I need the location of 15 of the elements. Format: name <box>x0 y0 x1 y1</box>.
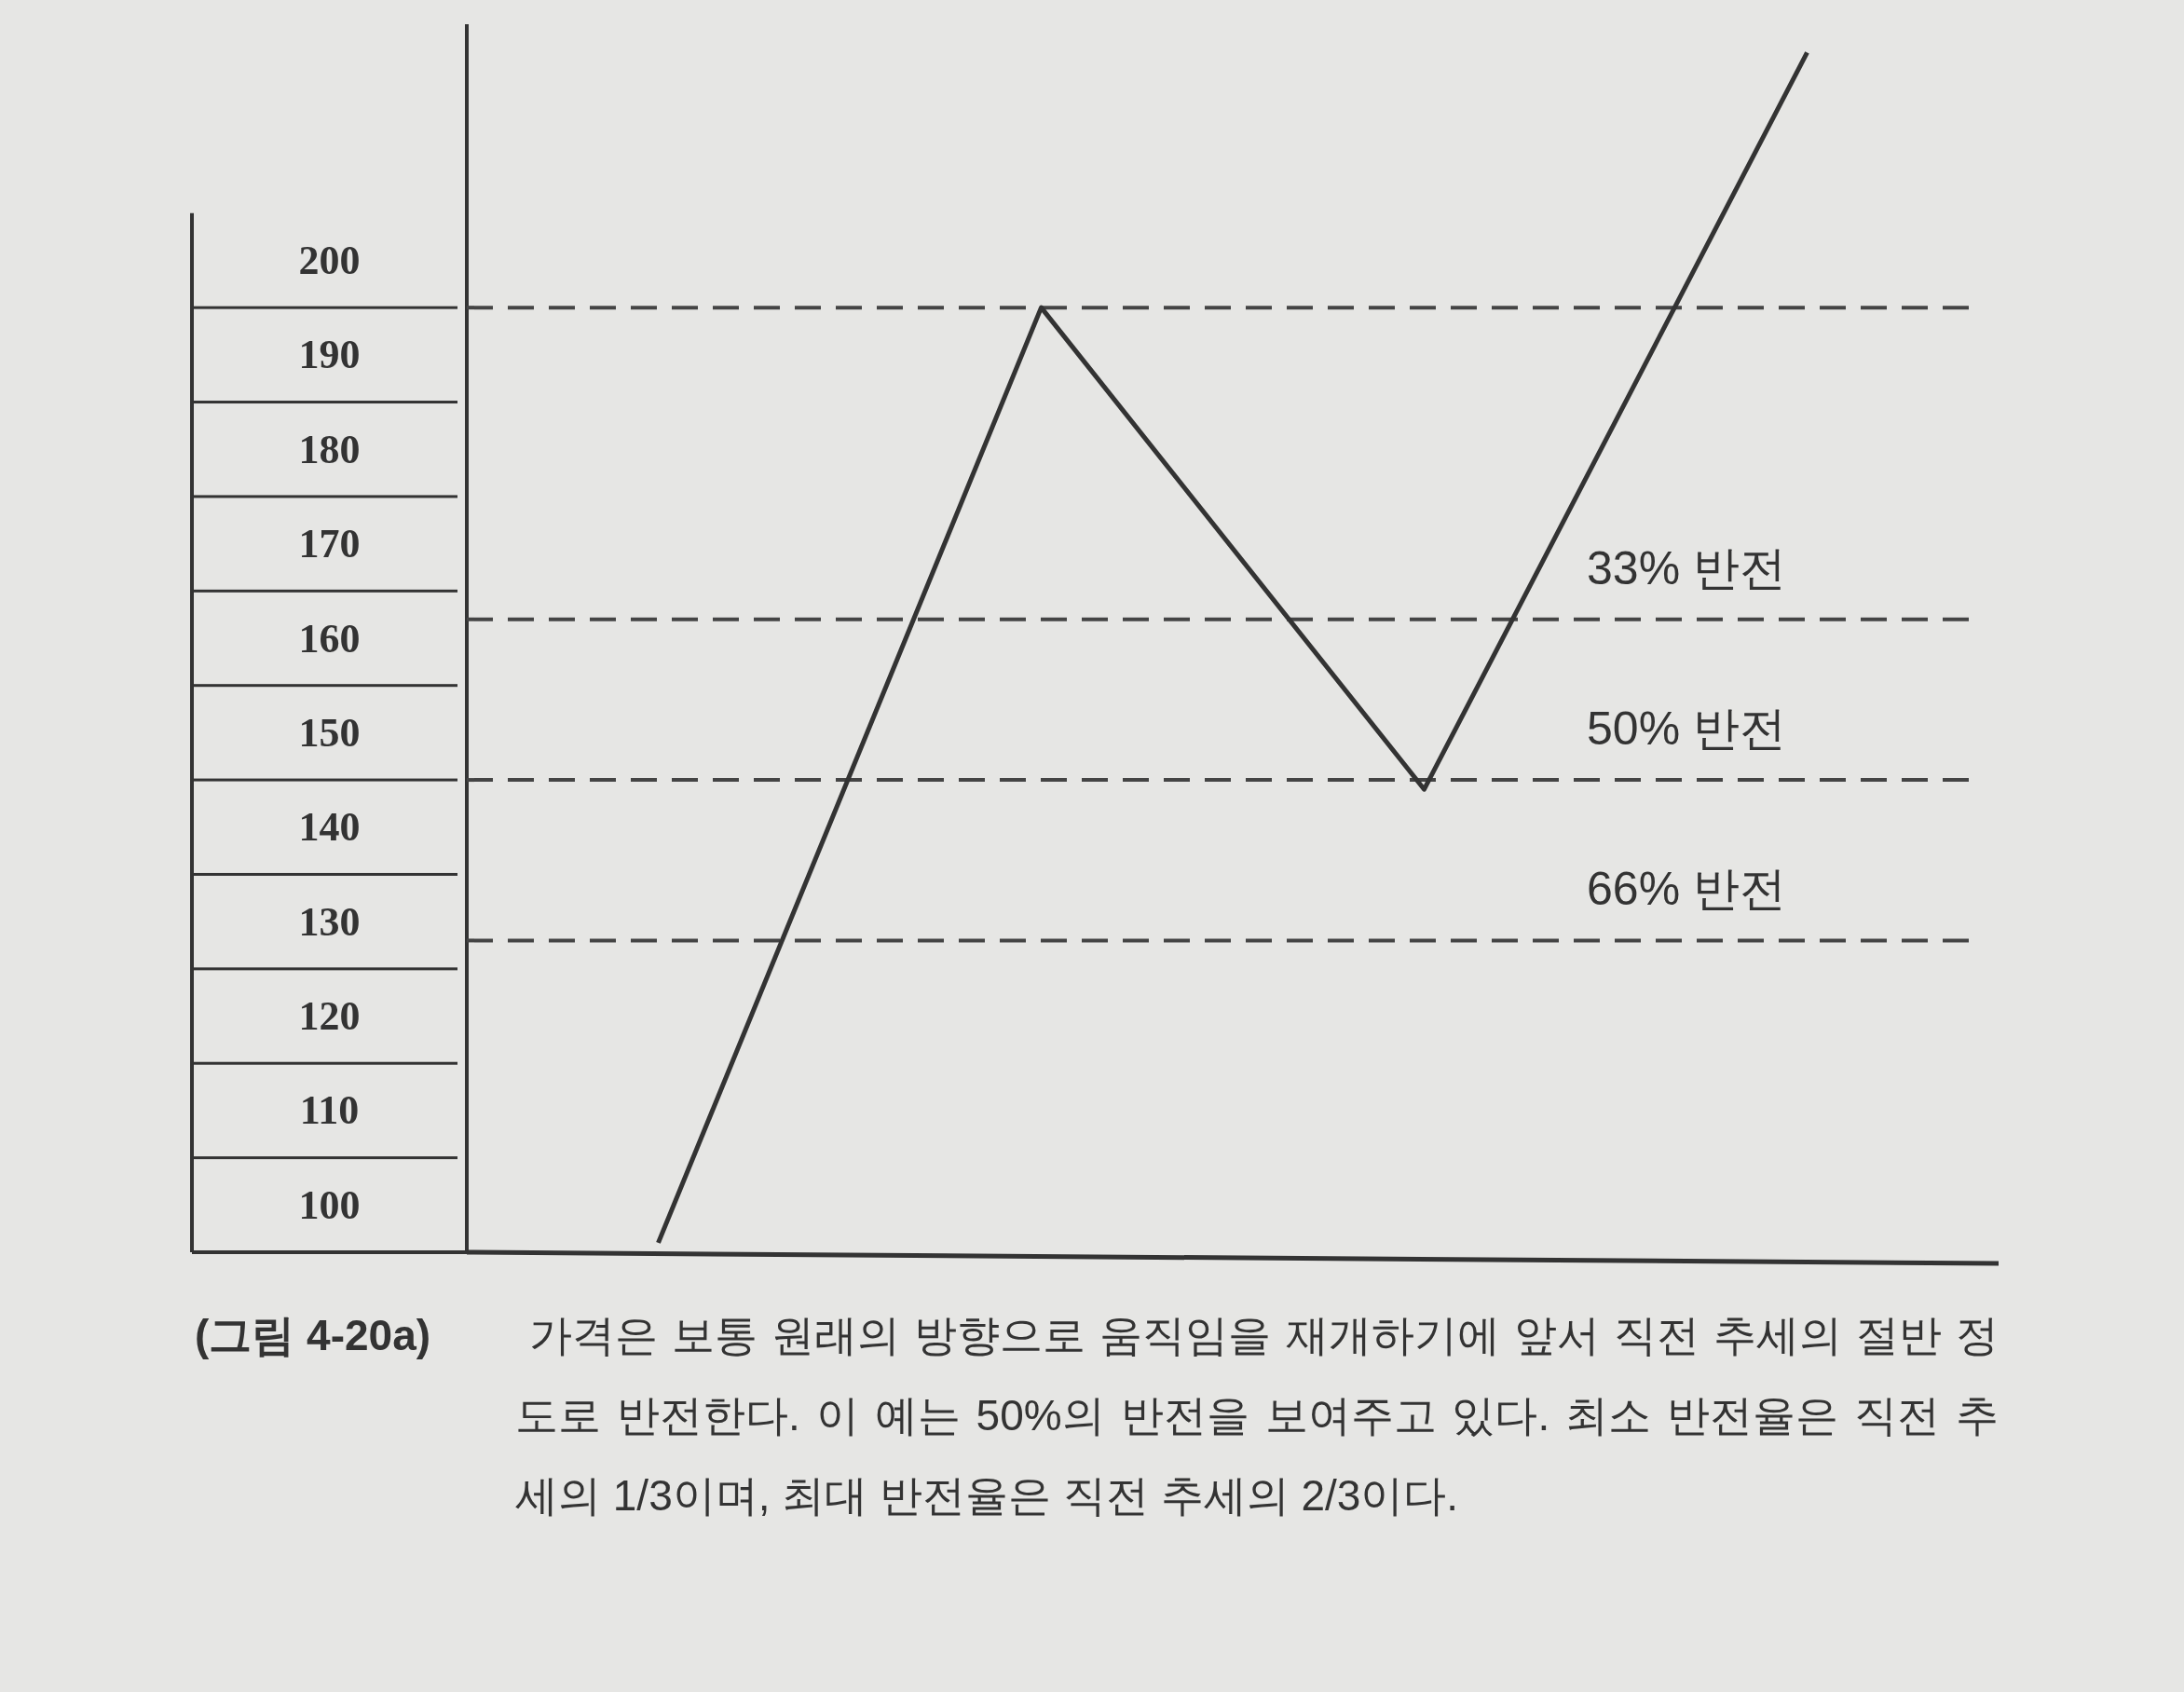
y-tick-label: 200 <box>298 237 361 283</box>
y-tick-label: 180 <box>298 426 361 472</box>
y-tick-label: 160 <box>298 615 361 662</box>
ref-line-label: 33% 반전 <box>1587 541 1786 594</box>
text: (그림 4-20a) 가격은 보통 원래의 방향으로 움직임을 재개하기에 앞서 직전 추세의 절반 정도로 반전한다. 이 예는 50%의 반전을 보여주고 있다. 최소 반전율은 직전 추세의 1/3이며, 최대 반전율은 직전 추세의 2/3이다. <box>195 1311 1999 1520</box>
y-tick-label: 150 <box>298 709 361 756</box>
y-tick-label: 110 <box>299 1087 360 1134</box>
ref-line-label: 66% 반전 <box>1587 863 1786 916</box>
y-tick-label: 140 <box>298 804 361 851</box>
y-tick-label: 130 <box>298 898 361 945</box>
ref-line-label: 50% 반전 <box>1587 703 1786 756</box>
y-tick-label: 190 <box>298 332 361 378</box>
y-tick-label: 120 <box>298 993 361 1040</box>
y-tick-label: 100 <box>298 1181 361 1228</box>
y-tick-label: 170 <box>298 521 361 567</box>
